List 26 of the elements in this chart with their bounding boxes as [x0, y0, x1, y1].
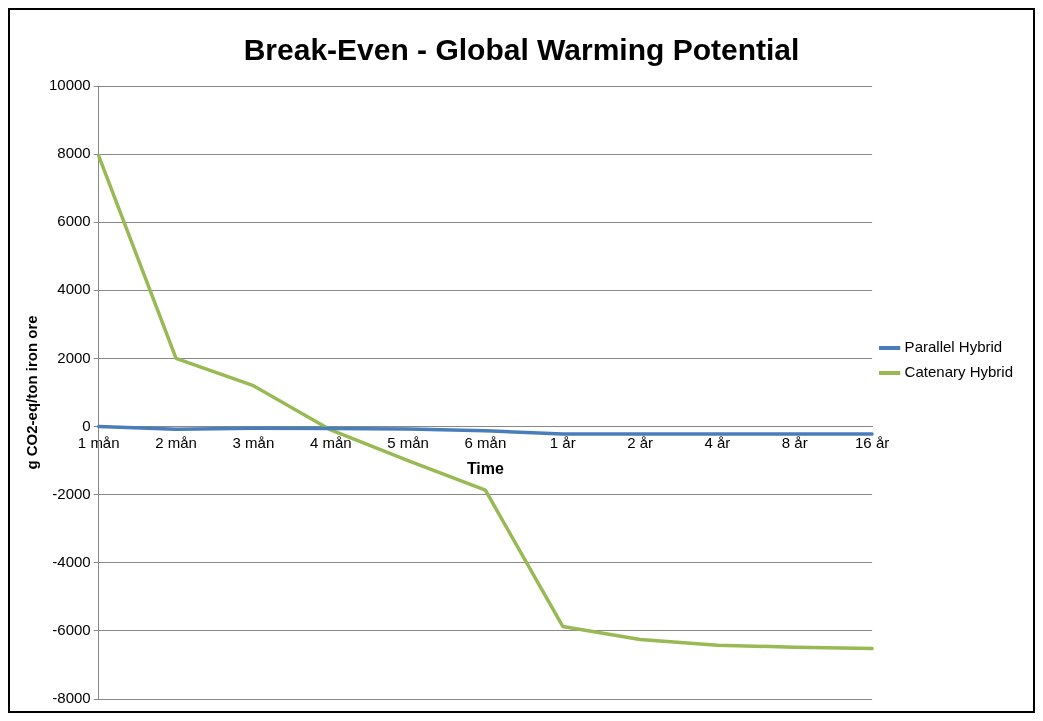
x-tick-label: 2 år	[627, 433, 654, 451]
y-tick-label: 10000	[48, 76, 91, 94]
x-tick-label: 4 mån	[309, 433, 352, 451]
y-tick-label: -4000	[52, 552, 91, 570]
x-tick-label: 2 mån	[155, 433, 197, 451]
y-tick-label: 4000	[57, 280, 91, 298]
x-tick-label: 1 mån	[77, 433, 120, 451]
x-tick-label: 4 år	[704, 433, 731, 451]
y-tick-label: 2000	[57, 348, 91, 366]
x-tick-label: 8 år	[781, 433, 808, 451]
chart-title: Break-Even - Global Warming Potential	[243, 33, 800, 67]
legend-label: Catenary Hybrid	[904, 363, 1014, 381]
legend-label: Parallel Hybrid	[904, 338, 1003, 356]
x-tick-label: 16 år	[855, 433, 890, 451]
x-axis-title: Time	[466, 459, 505, 477]
x-tick-label: 1 år	[549, 433, 576, 451]
y-tick-label: -2000	[52, 484, 91, 502]
y-tick-label: -8000	[52, 689, 91, 707]
y-tick-label: 0	[82, 416, 91, 434]
x-tick-label: 3 mån	[232, 433, 275, 451]
y-tick-label: 6000	[57, 212, 91, 230]
x-tick-label: 5 mån	[387, 433, 429, 451]
y-tick-label: 8000	[57, 144, 91, 162]
y-tick-label: -6000	[52, 621, 91, 639]
x-tick-label: 6 mån	[464, 433, 507, 451]
y-axis-title: g CO2-eq/ton iron ore	[23, 315, 41, 470]
